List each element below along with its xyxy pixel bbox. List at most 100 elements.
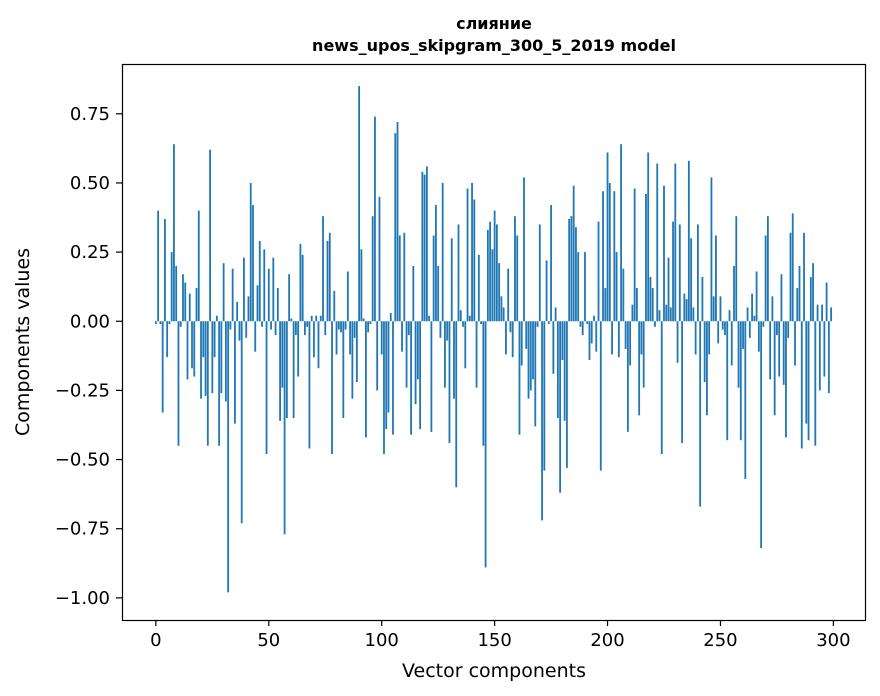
bar bbox=[304, 321, 306, 336]
bar bbox=[247, 296, 250, 322]
bar bbox=[421, 171, 424, 322]
bar bbox=[498, 263, 501, 322]
bar bbox=[376, 321, 379, 391]
bar bbox=[654, 321, 656, 327]
bar bbox=[586, 321, 589, 325]
bar bbox=[809, 277, 812, 322]
bar bbox=[177, 321, 180, 446]
bar bbox=[611, 321, 613, 355]
bar bbox=[791, 213, 794, 322]
bar bbox=[708, 321, 711, 355]
bar bbox=[258, 241, 261, 322]
bar bbox=[543, 321, 546, 471]
bar bbox=[785, 321, 787, 438]
bar bbox=[374, 116, 376, 322]
bar bbox=[206, 321, 209, 446]
bar bbox=[188, 293, 191, 322]
bar bbox=[818, 321, 821, 391]
bar bbox=[529, 321, 532, 391]
bar bbox=[827, 321, 830, 394]
bar bbox=[730, 321, 733, 366]
bar bbox=[536, 321, 539, 327]
bar bbox=[547, 321, 550, 325]
bar bbox=[346, 271, 349, 322]
bar bbox=[489, 221, 492, 322]
bar bbox=[717, 321, 720, 344]
bar bbox=[234, 321, 236, 424]
bar bbox=[184, 282, 187, 322]
bar bbox=[351, 321, 354, 399]
bar bbox=[389, 312, 392, 322]
bar bbox=[538, 224, 541, 322]
bar bbox=[550, 205, 552, 322]
bar bbox=[710, 177, 713, 322]
bar bbox=[256, 285, 259, 322]
bar bbox=[495, 224, 498, 322]
bar bbox=[706, 321, 708, 416]
y-tick-label: −0.75 bbox=[55, 519, 110, 540]
bar bbox=[367, 321, 370, 333]
bar bbox=[719, 296, 722, 322]
bar bbox=[414, 321, 417, 405]
bar bbox=[500, 296, 503, 322]
x-tick-label: 150 bbox=[477, 630, 511, 651]
bar bbox=[712, 296, 715, 322]
bar bbox=[227, 321, 230, 593]
bar bbox=[279, 321, 281, 421]
bar bbox=[355, 321, 358, 383]
bar bbox=[283, 321, 286, 535]
x-tick-label: 250 bbox=[703, 630, 737, 651]
bar bbox=[606, 152, 609, 322]
bar bbox=[807, 321, 810, 441]
bar bbox=[593, 315, 595, 322]
bar bbox=[724, 321, 726, 336]
bar bbox=[762, 321, 765, 327]
y-tick-label: −0.50 bbox=[55, 450, 110, 471]
bar bbox=[168, 321, 171, 325]
bar bbox=[328, 232, 331, 322]
bar bbox=[755, 271, 758, 322]
bar bbox=[559, 321, 562, 493]
bar bbox=[665, 304, 668, 322]
bar bbox=[805, 321, 808, 424]
bar bbox=[556, 321, 559, 419]
bar bbox=[721, 321, 724, 330]
bar bbox=[416, 321, 419, 380]
bar bbox=[645, 194, 647, 322]
bar bbox=[224, 321, 227, 402]
bar bbox=[776, 321, 778, 336]
bar bbox=[726, 321, 729, 441]
bar bbox=[229, 321, 232, 330]
bar bbox=[622, 268, 625, 322]
bar bbox=[401, 321, 403, 352]
bar bbox=[297, 321, 300, 377]
bar bbox=[324, 321, 327, 336]
bar bbox=[667, 257, 670, 322]
bar bbox=[690, 238, 693, 322]
bar bbox=[577, 252, 580, 322]
bar bbox=[715, 235, 717, 322]
bar bbox=[493, 210, 496, 322]
bar bbox=[249, 182, 252, 322]
bar bbox=[787, 321, 790, 338]
bar bbox=[453, 321, 455, 399]
bar bbox=[699, 321, 702, 507]
bar bbox=[575, 227, 577, 322]
bar bbox=[288, 274, 291, 322]
x-axis-label: Vector components bbox=[402, 660, 586, 682]
bar bbox=[428, 315, 431, 322]
bar bbox=[771, 296, 774, 322]
bar bbox=[579, 321, 582, 327]
bar bbox=[317, 321, 320, 369]
bar bbox=[780, 274, 783, 322]
bar bbox=[435, 205, 437, 322]
bar bbox=[629, 321, 632, 366]
bar bbox=[197, 210, 200, 322]
bar bbox=[696, 224, 699, 322]
bar bbox=[748, 321, 751, 338]
bar bbox=[238, 321, 241, 341]
bar bbox=[385, 321, 388, 430]
bar bbox=[760, 321, 763, 549]
bar bbox=[342, 321, 345, 419]
